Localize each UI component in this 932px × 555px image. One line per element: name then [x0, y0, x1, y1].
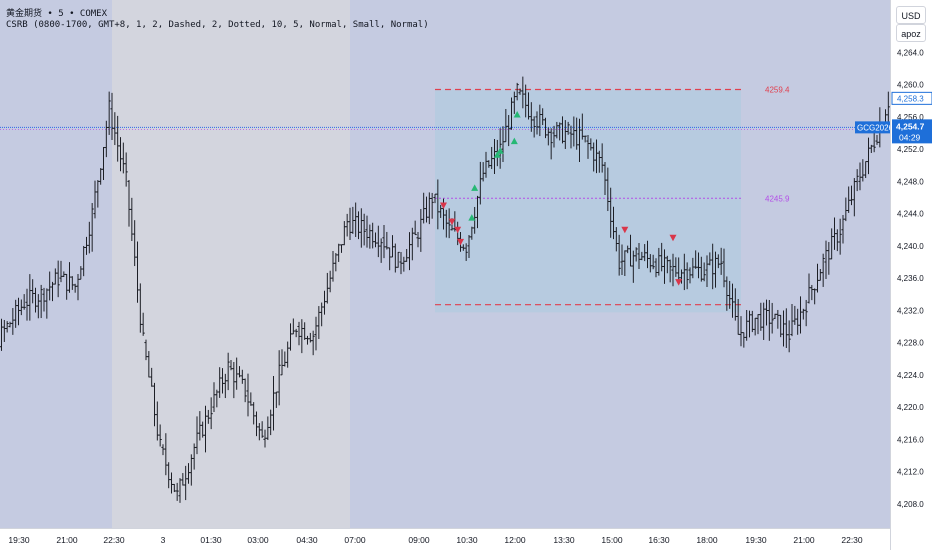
time-tick-label: 12:00 — [504, 535, 526, 545]
current-price-box — [892, 119, 932, 144]
price-tick-label: 4,232.0 — [897, 306, 924, 315]
time-tick-label: 22:30 — [841, 535, 863, 545]
price-tick-label: 4,228.0 — [897, 339, 924, 348]
symbol-label-box — [855, 121, 890, 134]
symbol-header: 黄金期货 • 5 • COMEX — [6, 9, 108, 19]
range-high-label: 4259.4 — [765, 85, 790, 94]
prev-price-label: 4,258.3 — [897, 94, 924, 103]
range-mid-label: 4245.9 — [765, 194, 790, 203]
unit-button[interactable]: apoz — [896, 24, 926, 42]
price-tick-label: 4,248.0 — [897, 177, 924, 186]
time-tick-label: 18:00 — [696, 535, 718, 545]
time-tick-label: 10:30 — [456, 535, 478, 545]
price-tick-label: 4,208.0 — [897, 500, 924, 509]
time-axis[interactable]: 19:30 21:00 22:30 3 01:30 03:00 04:30 07:00 09:0… — [0, 528, 890, 550]
time-tick-label: 01:30 — [200, 535, 222, 545]
time-tick-label: 21:00 — [793, 535, 815, 545]
buy-signal-marker — [496, 147, 504, 154]
time-tick-label: 16:30 — [648, 535, 670, 545]
buy-signal-marker — [513, 110, 521, 118]
time-axis-labels: 19:30 21:00 22:30 3 01:30 03:00 04:30 07:00 09:0… — [8, 535, 863, 545]
time-tick-label: 13:30 — [553, 535, 575, 545]
sell-signal-marker — [448, 218, 456, 226]
price-tick-label: 4,244.0 — [897, 210, 924, 219]
time-tick-label: 07:00 — [344, 535, 366, 545]
time-tick-label: 22:30 — [103, 535, 125, 545]
indicator-header: CSRB (0800-1700, GMT+8, 1, 2, Dashed, 2,… — [6, 20, 429, 30]
time-tick-label: 03:00 — [247, 535, 269, 545]
session-range-box — [435, 89, 741, 313]
sell-signal-marker — [440, 202, 447, 210]
chart-area[interactable]: 4259.4 4245.9 GCG2026 黄金期货 • 5 • COMEX CSR… — [0, 0, 890, 528]
buy-signal-marker — [468, 214, 476, 221]
buy-signal-marker — [510, 137, 518, 145]
price-axis[interactable]: 4,208.0 4,212.0 4,216.0 4,220.0 4,224.0 4,228… — [890, 0, 932, 550]
price-tick-label: 4,260.0 — [897, 81, 924, 90]
time-tick-label: 21:00 — [56, 535, 78, 545]
countdown-label: 04:29 — [899, 132, 921, 142]
price-tick-label: 4,236.0 — [897, 274, 924, 283]
current-price-label: 4,254.7 — [896, 121, 925, 131]
time-tick-label: 19:30 — [8, 535, 30, 545]
time-tick-label: 15:00 — [601, 535, 623, 545]
price-tick-label: 4,224.0 — [897, 371, 924, 380]
prev-price-box — [891, 91, 932, 105]
sell-signal-marker — [669, 234, 677, 242]
price-tick-label: 4,212.0 — [897, 468, 924, 477]
buy-signal-marker — [493, 151, 501, 158]
price-tick-label: 4,252.0 — [897, 145, 924, 154]
buy-signal-marker — [471, 184, 479, 191]
price-tick-label: 4,216.0 — [897, 435, 924, 444]
currency-button[interactable]: USD — [896, 6, 926, 24]
sell-signal-marker — [675, 279, 683, 286]
price-tick-label: 4,264.0 — [897, 48, 924, 57]
price-chart[interactable]: 4259.4 4245.9 GCG2026 — [0, 0, 890, 528]
time-tick-label: 09:00 — [408, 535, 430, 545]
time-tick-label: 3 — [161, 535, 166, 545]
sell-signal-marker — [621, 226, 629, 234]
price-axis-labels: 4,208.0 4,212.0 4,216.0 4,220.0 4,224.0 4,228… — [891, 48, 932, 509]
time-tick-label: 04:30 — [296, 535, 318, 545]
sell-signal-marker — [454, 226, 462, 234]
price-tick-label: 4,220.0 — [897, 403, 924, 412]
sell-signal-marker — [457, 238, 464, 246]
price-tick-label: 4,256.0 — [897, 113, 924, 122]
session-band — [112, 0, 350, 528]
price-tick-label: 4,240.0 — [897, 242, 924, 251]
symbol-label: GCG2026 — [857, 123, 890, 132]
time-tick-label: 19:30 — [745, 535, 767, 545]
